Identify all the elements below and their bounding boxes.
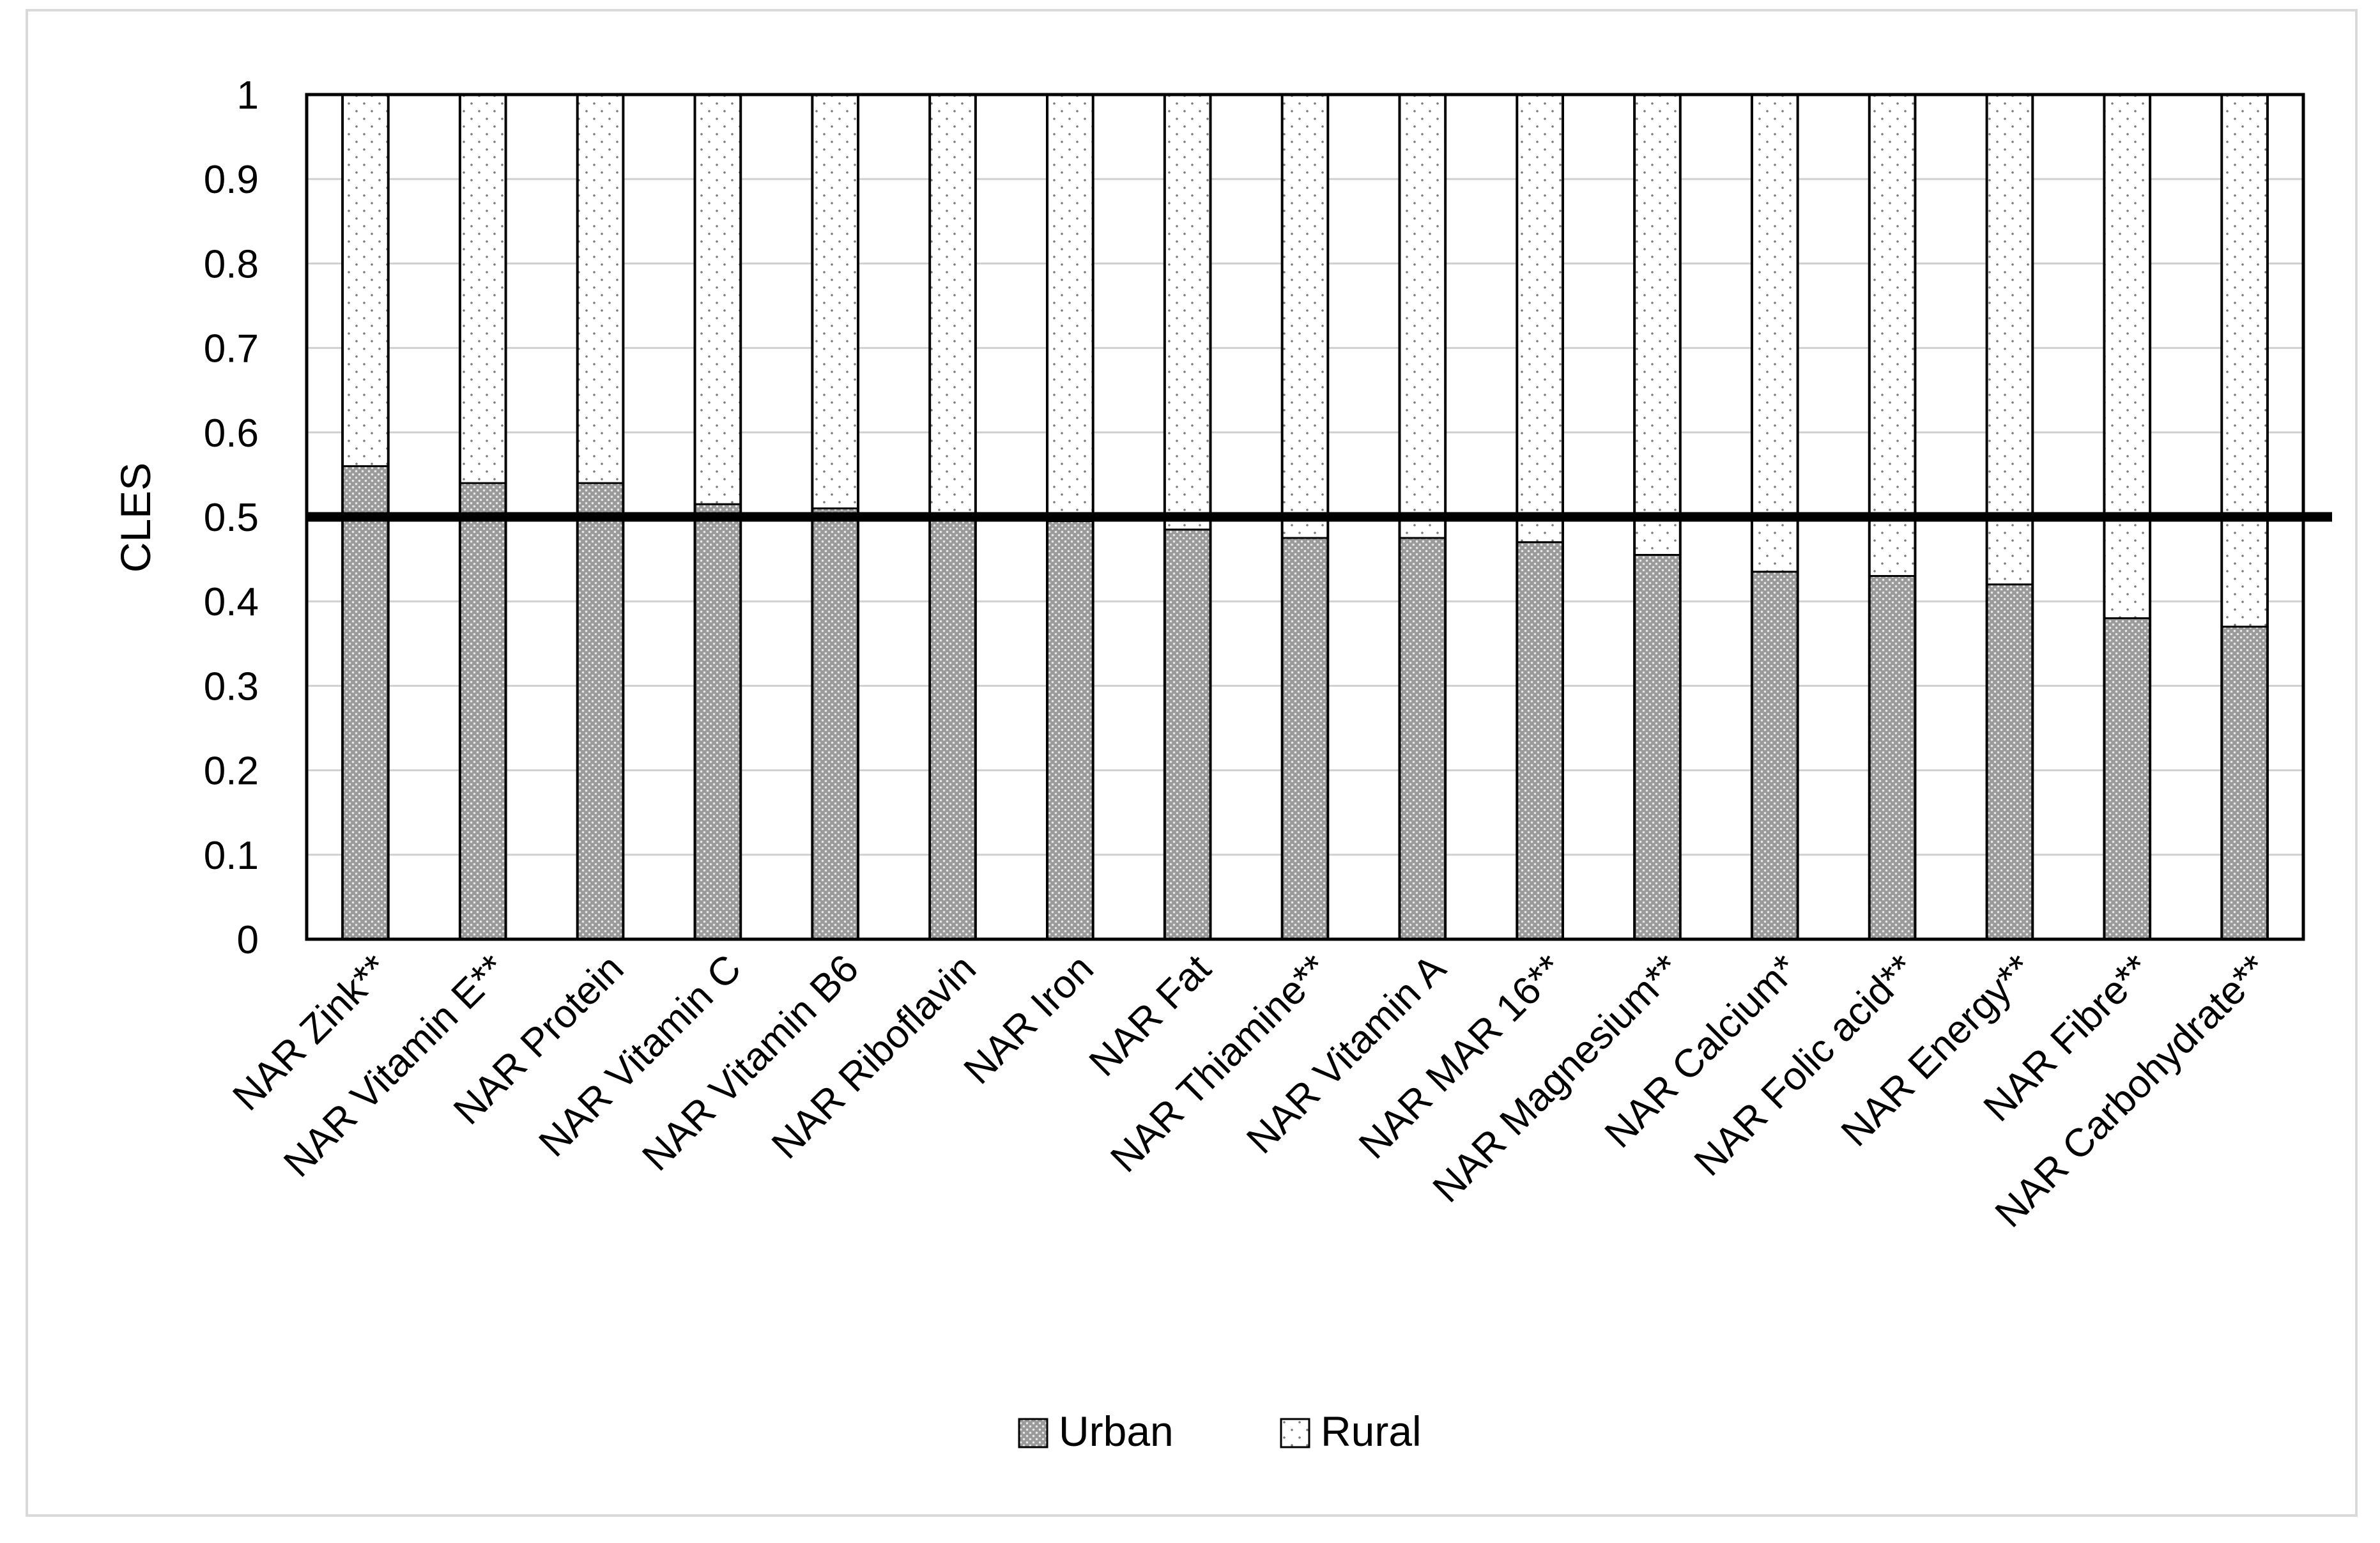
x-category-label: NAR Vitamin A xyxy=(1238,946,1454,1162)
legend-swatch xyxy=(1018,1418,1048,1448)
bar-urban xyxy=(1399,538,1446,939)
legend-label: Rural xyxy=(1321,1408,1422,1455)
x-category-label: NAR Riboflavin xyxy=(764,946,985,1167)
bar-urban xyxy=(459,483,506,939)
bar-urban xyxy=(812,508,859,939)
y-axis-title: CLES xyxy=(112,463,159,572)
x-category-label: NAR Thiamine** xyxy=(1102,946,1337,1181)
bar-rural xyxy=(930,95,976,517)
bar-rural xyxy=(1517,95,1563,542)
bars xyxy=(305,93,2332,941)
y-axis-ticks: 0 0.1 0.2 0.3 0.4 0.5 0.6 0.7 0.8 0.9 1 xyxy=(204,73,259,962)
y-tick-label: 1 xyxy=(237,73,259,118)
bar-urban xyxy=(1164,529,1211,939)
bar-rural xyxy=(342,95,388,466)
y-tick-label: 0.2 xyxy=(204,749,259,794)
bar-rural xyxy=(1986,95,2033,585)
y-tick-label: 0.8 xyxy=(204,242,259,286)
x-category-label: NAR Vitamin C xyxy=(531,946,750,1165)
y-tick-label: 0 xyxy=(237,918,259,962)
x-category-label: NAR Iron xyxy=(956,946,1102,1093)
y-tick-label: 0.1 xyxy=(204,834,259,878)
x-category-label: NAR Vitamin B6 xyxy=(634,946,867,1179)
bar-urban xyxy=(342,466,388,939)
bar-urban xyxy=(1517,542,1563,939)
bar-rural xyxy=(1164,95,1211,530)
legend: Urban Rural xyxy=(1018,1408,1422,1455)
bar-urban xyxy=(2104,618,2151,939)
bar-rural xyxy=(2104,95,2151,618)
bar-rural xyxy=(2222,95,2268,627)
bar-rural xyxy=(1399,95,1446,539)
bar-urban xyxy=(695,504,741,939)
bar-urban xyxy=(930,517,976,939)
bar-rural xyxy=(1869,95,1916,576)
x-axis-categories: NAR Zink**NAR Vitamin E**NAR ProteinNAR … xyxy=(224,946,2276,1236)
bar-rural xyxy=(459,95,506,484)
y-tick-label: 0.9 xyxy=(204,158,259,202)
x-category-label: NAR Folic acid** xyxy=(1686,946,1924,1185)
bar-rural xyxy=(695,95,741,505)
bar-rural xyxy=(1282,95,1328,539)
y-tick-label: 0.4 xyxy=(204,580,259,624)
bar-urban xyxy=(577,483,624,939)
bar-rural xyxy=(812,95,859,509)
bar-urban xyxy=(1282,538,1328,939)
bar-rural xyxy=(1047,95,1093,521)
bar-urban xyxy=(1047,521,1093,939)
bar-urban xyxy=(1634,555,1680,939)
bar-urban xyxy=(1751,571,1798,939)
y-tick-label: 0.6 xyxy=(204,411,259,456)
bar-urban xyxy=(1869,576,1916,939)
y-tick-label: 0.3 xyxy=(204,664,259,709)
bar-rural xyxy=(1634,95,1680,555)
x-category-label: NAR Vitamin E** xyxy=(275,946,514,1185)
x-category-label: NAR MAR 16** xyxy=(1351,946,1572,1167)
bar-rural xyxy=(577,95,624,484)
bar-rural xyxy=(1751,95,1798,572)
legend-swatch xyxy=(1280,1418,1310,1448)
y-tick-label: 0.5 xyxy=(204,496,259,540)
y-tick-label: 0.7 xyxy=(204,327,259,371)
bar-urban xyxy=(1986,584,2033,939)
legend-label: Urban xyxy=(1059,1408,1174,1455)
bar-urban xyxy=(2222,626,2268,939)
